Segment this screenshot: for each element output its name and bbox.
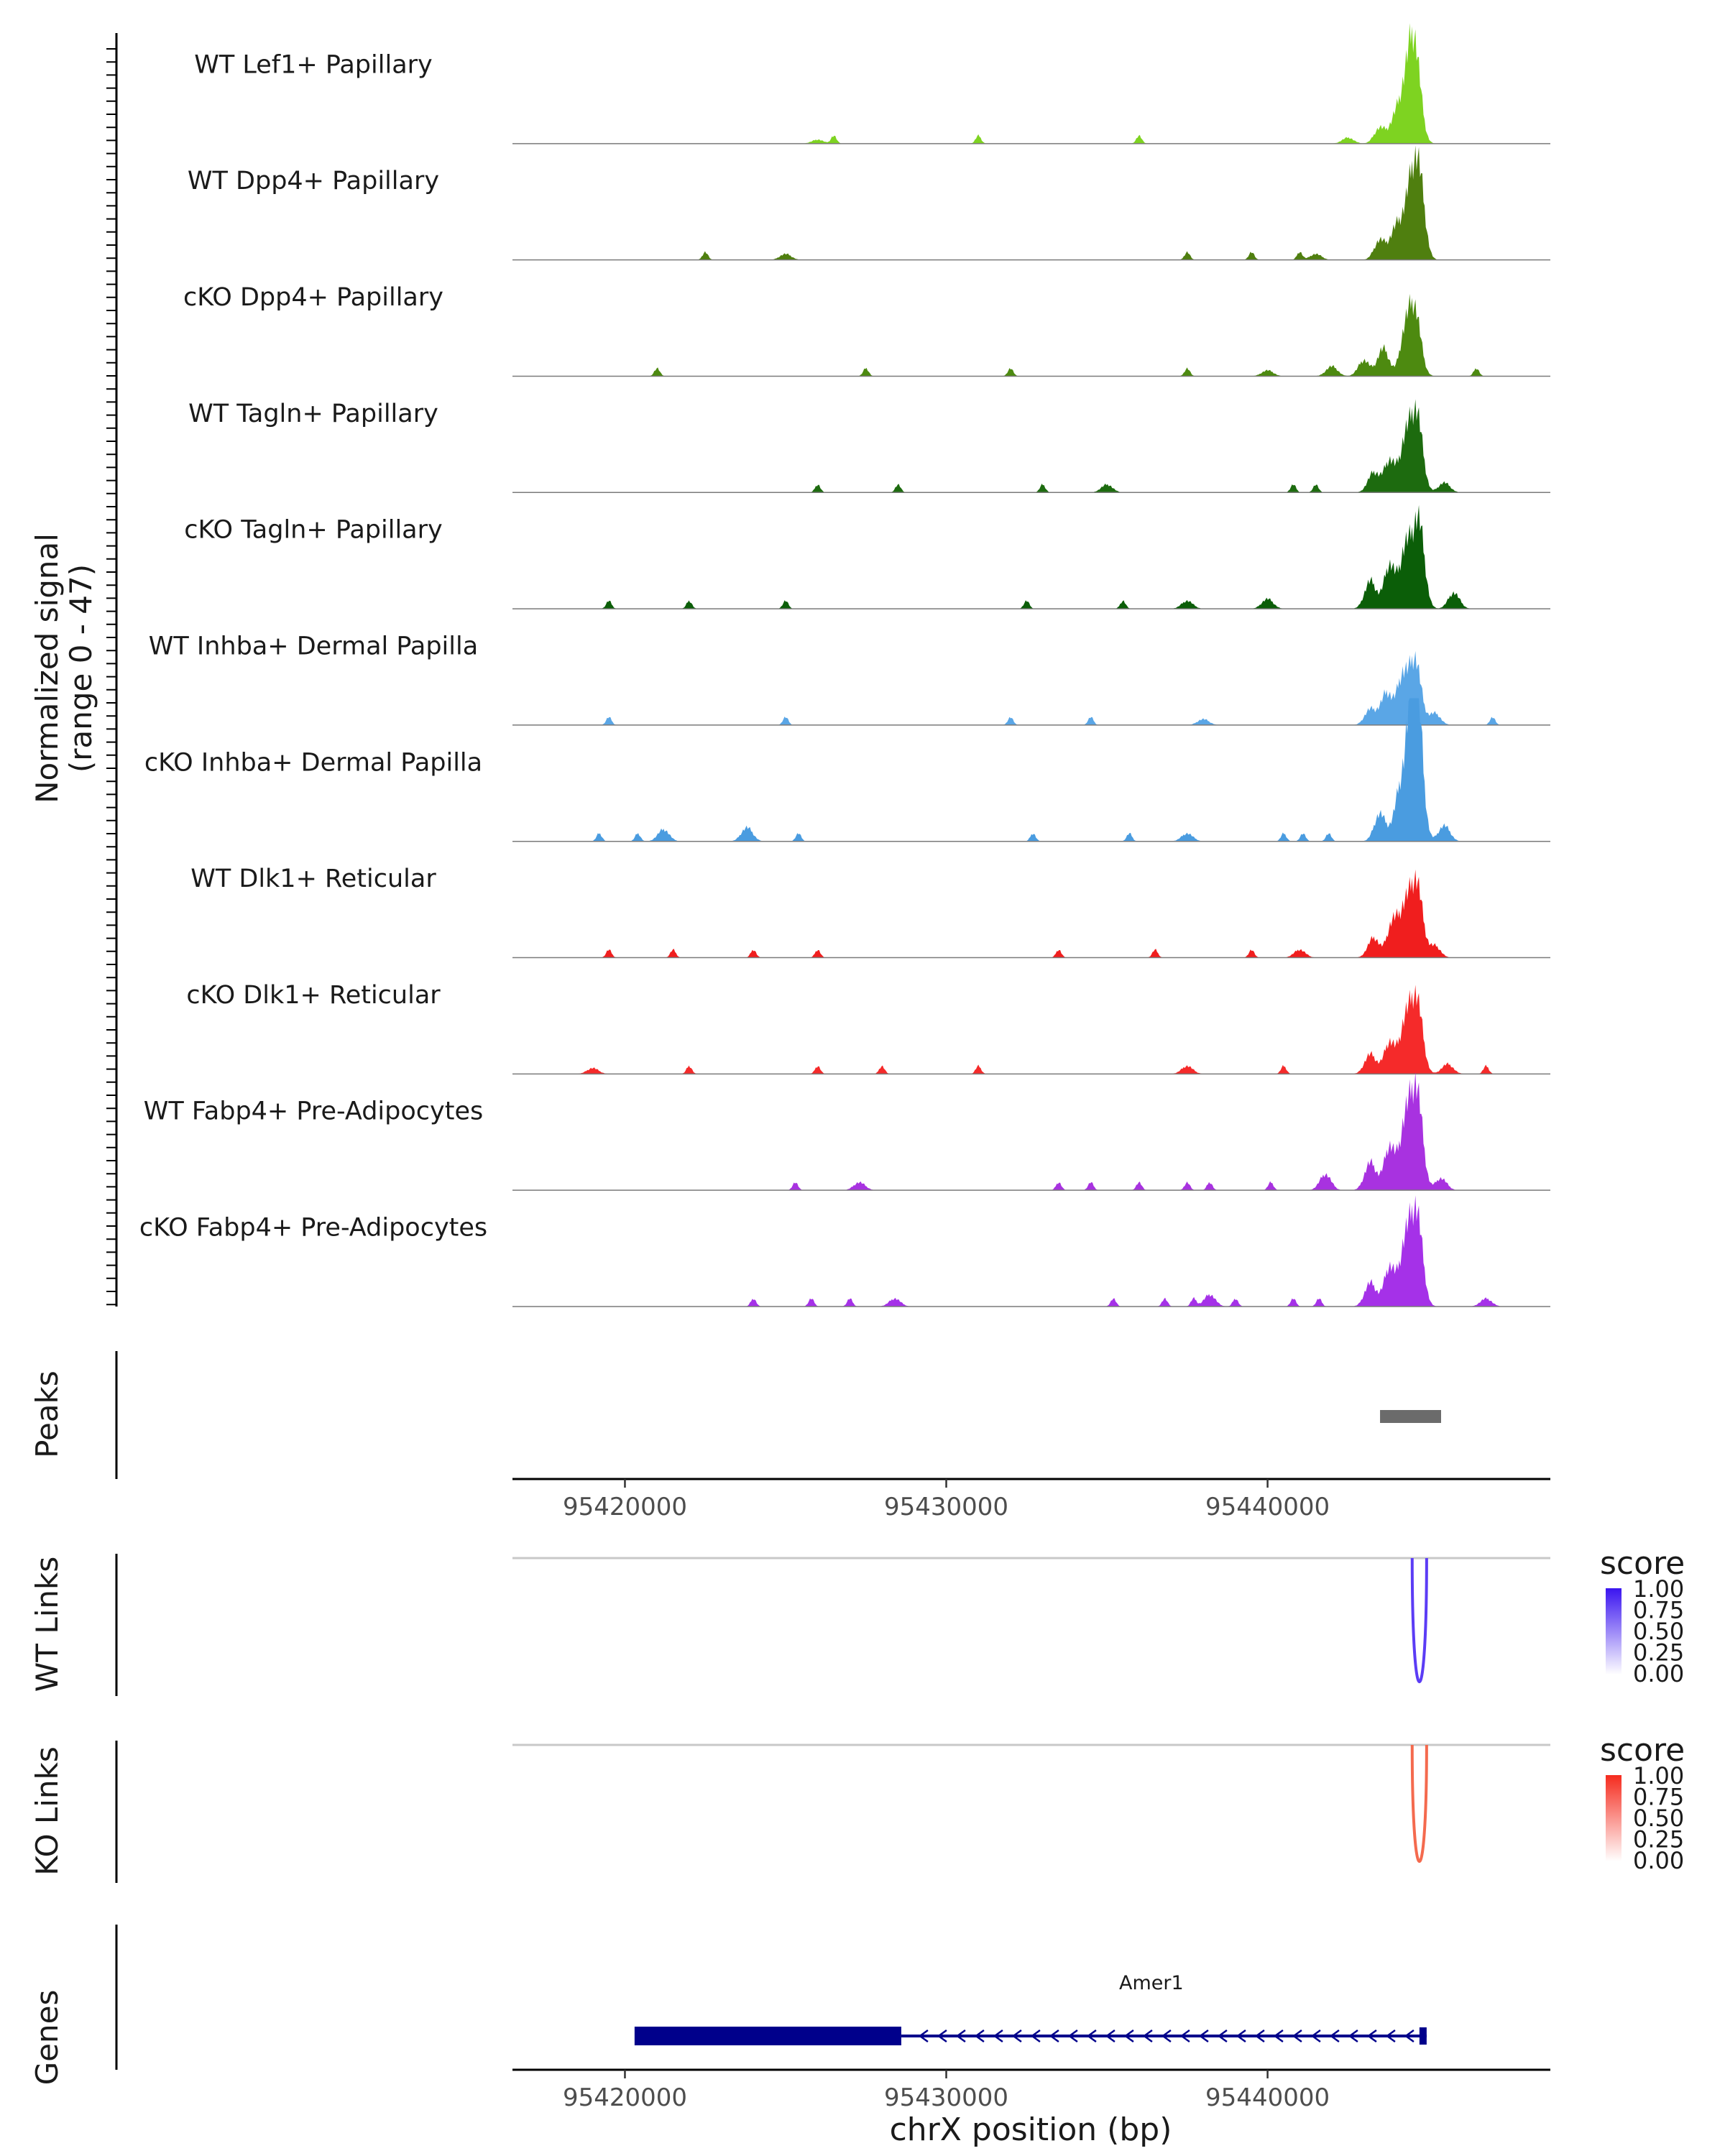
side-labels: Normalized signal (range 0 - 47) Peaks W… [29,533,98,2085]
coverage-signal-area [512,145,1550,260]
position-axis-top: 95420000 95430000 95440000 [512,1478,1550,1521]
coverage-track-label: cKO Dlk1+ Reticular [186,981,441,1010]
coverage-track-8: cKO Dlk1+ Reticular [186,981,1550,1075]
genes-panel: Amer1 [115,1925,1427,2070]
legend-colorbar [1606,1775,1622,1861]
coverage-track-3: WT Tagln+ Papillary [188,399,1550,494]
coverage-track-label: cKO Tagln+ Papillary [184,516,443,545]
link-arc [1410,1557,1428,1684]
coverage-signal-area [512,1195,1550,1307]
link-arc [1410,1744,1428,1864]
genes-panel-label: Genes [29,1990,65,2086]
coverage-track-label: cKO Dpp4+ Papillary [183,283,443,312]
legend-tick-label-4: 0.00 [1633,1847,1684,1874]
legend-title: score [1600,1732,1685,1769]
coverage-track-label: cKO Fabp4+ Pre-Adipocytes [139,1214,487,1243]
legend-tick-label-1: 0.75 [1633,1784,1684,1811]
legend-tick-label-1: 0.75 [1633,1597,1684,1624]
legend-tick-label-4: 0.00 [1633,1660,1684,1687]
coverage-track-4: cKO Tagln+ Papillary [184,505,1550,609]
coverage-signal-area [512,985,1550,1074]
coverage-signal-area [512,505,1550,609]
coverage-signal-area [512,698,1550,842]
coverage-ylabel-line2: (range 0 - 47) [63,564,98,773]
coverage-signal-area [512,650,1550,725]
position-axis-bottom: 95420000 95430000 95440000 [512,2068,1550,2112]
coverage-signal-area [512,23,1550,144]
gene-strand-chevrons [918,2029,1414,2043]
coverage-track-label: WT Tagln+ Papillary [188,400,438,428]
gene-exon-block [634,2027,901,2045]
legend-tick-label-3: 0.25 [1633,1639,1684,1667]
coverage-track-label: WT Lef1+ Papillary [194,50,433,79]
legend-colorbar [1606,1588,1622,1674]
coverage-track-6: cKO Inhba+ Dermal Papilla [144,698,1550,842]
gene-name-label: Amer1 [1119,1972,1184,1994]
coverage-signal-area [512,1072,1550,1191]
legend-tick-label-0: 1.00 [1633,1575,1684,1603]
coverage-track-1: WT Dpp4+ Papillary [188,145,1550,261]
position-tick-label-2: 95440000 [1205,2083,1330,2112]
coverage-signal-area [512,399,1550,493]
coverage-track-label: WT Dlk1+ Reticular [190,865,436,893]
coverage-track-label: WT Dpp4+ Papillary [188,167,439,195]
links-panel: score1.000.750.500.250.00score1.000.750.… [115,1545,1685,1883]
legend-title: score [1600,1545,1685,1582]
wt-links-panel-label: WT Links [29,1557,65,1692]
coverage-track-9: WT Fabp4+ Pre-Adipocytes [144,1072,1550,1191]
legend-tick-label-0: 1.00 [1633,1762,1684,1789]
coverage-panel: WT Lef1+ Papillary WT Dpp4+ Papillary cKO … [106,23,1550,1307]
legend-tick-label-2: 0.50 [1633,1618,1684,1645]
coverage-track-2: cKO Dpp4+ Papillary [183,283,1550,377]
ko-links-panel-label: KO Links [29,1746,65,1876]
position-tick-label-0: 95420000 [563,2083,687,2112]
peaks-panel [115,1351,1441,1479]
gene-0: Amer1 [634,1972,1427,2045]
coverage-track-5: WT Inhba+ Dermal Papilla [149,632,1550,726]
legend-tick-label-2: 0.50 [1633,1805,1684,1832]
coverage-track-0: WT Lef1+ Papillary [194,23,1550,144]
legend-tick-label-3: 0.25 [1633,1826,1684,1853]
coverage-ylabel-line1: Normalized signal [29,533,65,803]
x-axis-title: chrX position (bp) [890,2111,1172,2148]
coverage-track-10: cKO Fabp4+ Pre-Adipocytes [139,1195,1550,1307]
coverage-track-label: cKO Inhba+ Dermal Papilla [144,748,482,777]
coverage-track-label: WT Inhba+ Dermal Papilla [149,632,478,660]
position-tick-label-1: 95430000 [884,2083,1008,2112]
coverage-track-label: WT Fabp4+ Pre-Adipocytes [144,1097,483,1126]
peak-interval-0 [1380,1410,1441,1423]
position-tick-label-0: 95420000 [563,1493,687,1521]
coverage-track-7: WT Dlk1+ Reticular [190,865,1550,959]
position-tick-label-1: 95430000 [884,1493,1008,1521]
coverage-signal-area [512,294,1550,377]
position-tick-label-2: 95440000 [1205,1493,1330,1521]
gene-end-exon [1419,2027,1427,2045]
peaks-panel-label: Peaks [29,1370,65,1458]
coverage-signal-area [512,869,1550,958]
coverage-axis-minor-ticks [106,48,116,1306]
